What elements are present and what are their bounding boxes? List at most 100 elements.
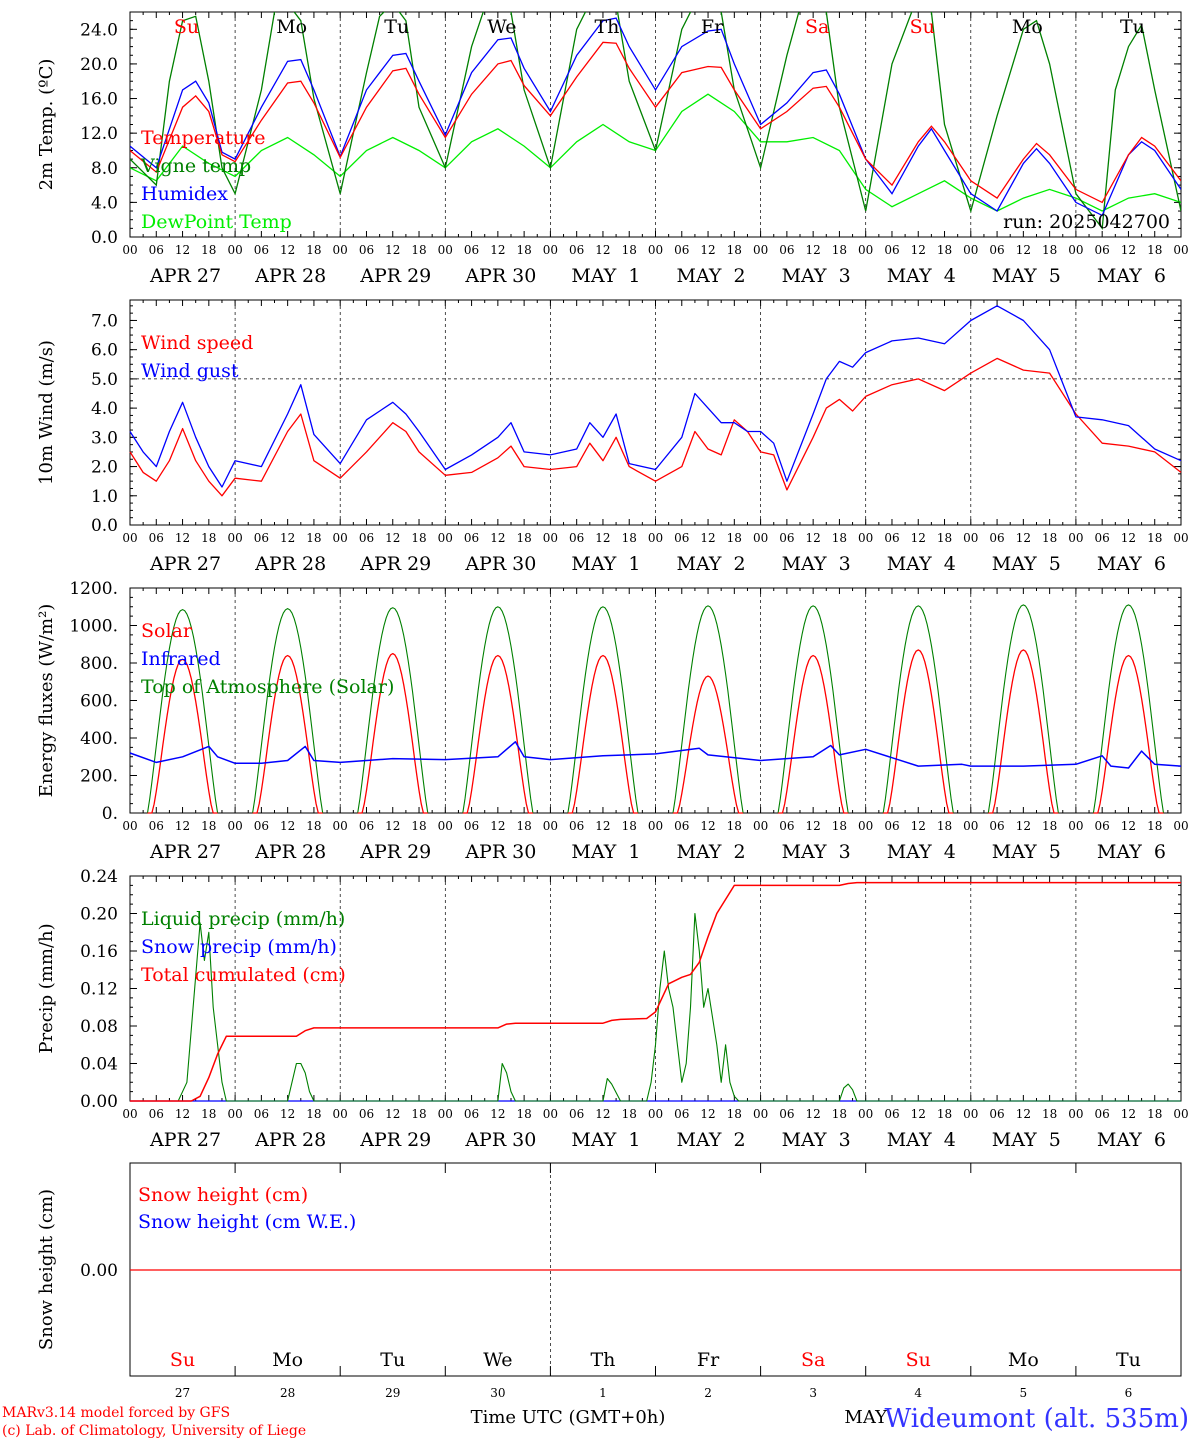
hour-tick-label: 00 <box>963 819 978 833</box>
day-label: MAY 2 <box>676 265 745 287</box>
hour-tick-label: 06 <box>359 243 374 257</box>
hour-tick-label: 18 <box>1042 243 1057 257</box>
weekday-label: Mo <box>1008 1349 1039 1371</box>
y-tick-label: 800. <box>80 654 118 674</box>
weekday-label: Su <box>906 1349 931 1371</box>
hour-tick-label: 06 <box>989 531 1004 545</box>
y-tick-label: 0.16 <box>80 942 118 962</box>
day-label: MAY 1 <box>571 553 640 575</box>
hour-tick-label: 12 <box>175 819 190 833</box>
legend-entry: Temperature <box>141 127 265 149</box>
hour-tick-label: 12 <box>490 243 505 257</box>
bottom-day-label: 4 <box>914 1386 922 1400</box>
hour-tick-label: 12 <box>911 243 926 257</box>
hour-tick-label: 00 <box>333 819 348 833</box>
hour-tick-label: 18 <box>832 531 847 545</box>
hour-tick-label: 18 <box>306 531 321 545</box>
day-label: APR 29 <box>359 265 431 287</box>
hour-tick-label: 12 <box>700 531 715 545</box>
hour-tick-label: 06 <box>359 1107 374 1121</box>
day-label: MAY 4 <box>887 553 956 575</box>
hour-tick-label: 00 <box>1068 819 1083 833</box>
y-axis-title: Energy fluxes (W/m²) <box>36 604 57 798</box>
hour-tick-label: 00 <box>858 243 873 257</box>
hour-tick-label: 12 <box>806 1107 821 1121</box>
hour-tick-label: 12 <box>385 531 400 545</box>
day-label: MAY 4 <box>887 1129 956 1151</box>
hour-tick-label: 18 <box>1147 819 1162 833</box>
series-line <box>1092 604 1165 814</box>
hour-tick-label: 12 <box>1121 819 1136 833</box>
day-label: APR 28 <box>254 841 326 863</box>
series-line <box>357 652 428 814</box>
hour-tick-label: 00 <box>333 243 348 257</box>
hour-tick-label: 18 <box>1147 1107 1162 1121</box>
bottom-day-label: 5 <box>1020 1386 1028 1400</box>
y-tick-label: 0.0 <box>91 516 118 536</box>
hour-tick-label: 00 <box>1068 1107 1083 1121</box>
series-line <box>777 605 849 814</box>
legend-entry: Total cumulated (cm) <box>141 964 346 986</box>
legend-entry: Wind gust <box>141 360 239 382</box>
series-line <box>672 605 744 814</box>
y-tick-label: 0. <box>102 804 118 824</box>
hour-tick-label: 06 <box>254 531 269 545</box>
y-axis-title: Snow height (cm) <box>36 1189 57 1350</box>
hour-tick-label: 06 <box>779 243 794 257</box>
day-label: MAY 2 <box>676 553 745 575</box>
series-line <box>778 654 849 814</box>
hour-tick-label: 00 <box>1068 243 1083 257</box>
hour-tick-label: 06 <box>464 819 479 833</box>
y-tick-label: 0.20 <box>80 905 118 925</box>
hour-tick-label: 18 <box>937 819 952 833</box>
legend-entry: Humidex <box>141 183 228 205</box>
day-label: MAY 3 <box>782 553 851 575</box>
hour-tick-label: 18 <box>937 531 952 545</box>
hour-tick-label: 18 <box>306 243 321 257</box>
day-label: APR 29 <box>359 1129 431 1151</box>
bottom-day-label: 30 <box>490 1386 505 1400</box>
hour-tick-label: 06 <box>1095 819 1110 833</box>
weekday-label: Mo <box>1012 16 1043 38</box>
hour-tick-label: 12 <box>806 819 821 833</box>
hour-tick-label: 12 <box>175 531 190 545</box>
hour-tick-label: 12 <box>595 1107 610 1121</box>
hour-tick-label: 12 <box>700 819 715 833</box>
day-label: MAY 4 <box>887 265 956 287</box>
hour-tick-label: 00 <box>543 1107 558 1121</box>
hour-tick-label: 06 <box>884 531 899 545</box>
hour-tick-label: 18 <box>516 819 531 833</box>
hour-tick-label: 06 <box>359 531 374 545</box>
day-label: MAY 3 <box>782 841 851 863</box>
day-label: MAY 5 <box>992 1129 1061 1151</box>
hour-tick-label: 18 <box>832 1107 847 1121</box>
hour-tick-label: 12 <box>385 1107 400 1121</box>
hour-tick-label: 00 <box>227 243 242 257</box>
hour-tick-label: 12 <box>175 1107 190 1121</box>
y-tick-label: 20.0 <box>80 55 118 75</box>
hour-tick-label: 12 <box>490 819 505 833</box>
series-line <box>252 608 324 814</box>
bottom-day-label: 3 <box>809 1386 817 1400</box>
hour-tick-label: 12 <box>911 1107 926 1121</box>
hour-tick-label: 00 <box>543 243 558 257</box>
hour-tick-label: 18 <box>1042 819 1057 833</box>
hour-tick-label: 12 <box>1121 531 1136 545</box>
hour-tick-label: 00 <box>648 819 663 833</box>
day-label: MAY 2 <box>676 1129 745 1151</box>
legend-entry: Infrared <box>141 648 221 670</box>
hour-tick-label: 06 <box>989 243 1004 257</box>
y-tick-label: 4.0 <box>91 193 118 213</box>
y-tick-label: 1200. <box>69 579 118 599</box>
hour-tick-label: 18 <box>516 243 531 257</box>
hour-tick-label: 12 <box>911 819 926 833</box>
hour-tick-label: 12 <box>595 243 610 257</box>
hour-tick-label: 18 <box>306 819 321 833</box>
hour-tick-label: 06 <box>989 819 1004 833</box>
series-line <box>130 881 1181 1102</box>
hour-tick-label: 00 <box>438 1107 453 1121</box>
hour-tick-label: 18 <box>622 1107 637 1121</box>
hour-tick-label: 12 <box>911 531 926 545</box>
run-label: run: 2025042700 <box>1003 211 1170 233</box>
hour-tick-label: 18 <box>516 1107 531 1121</box>
